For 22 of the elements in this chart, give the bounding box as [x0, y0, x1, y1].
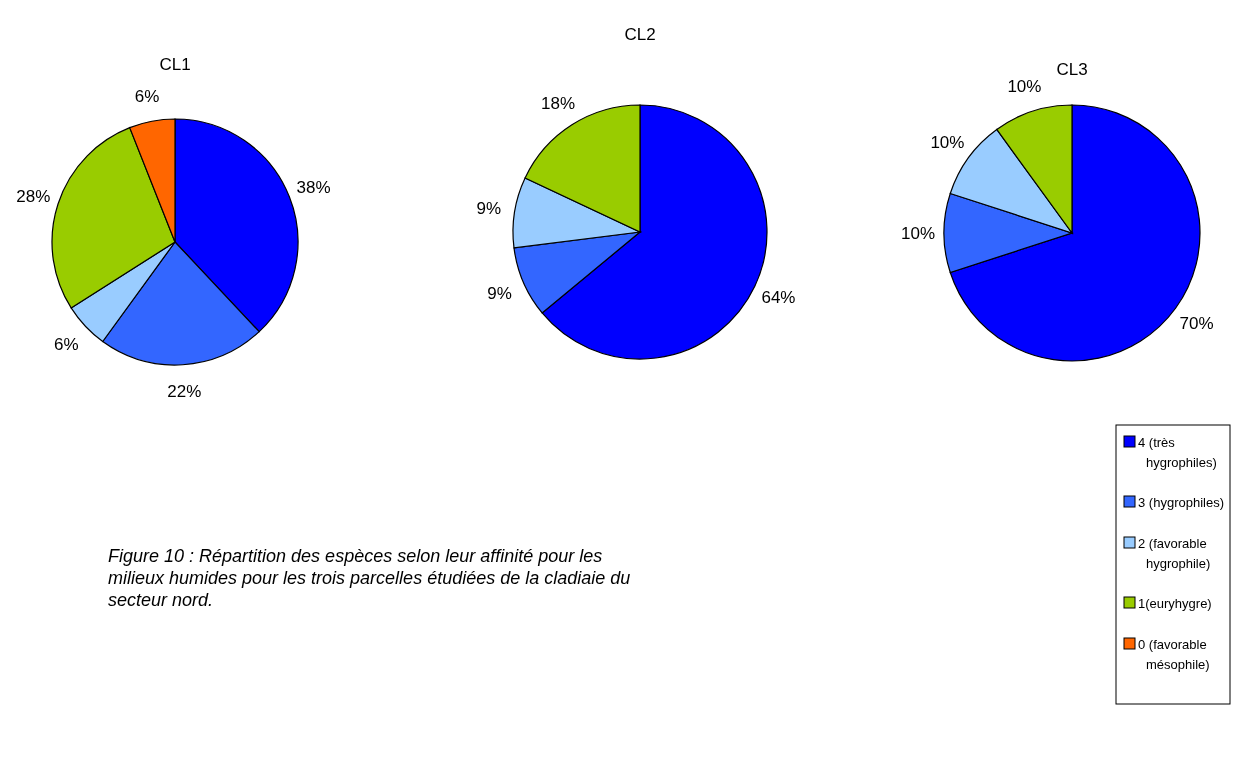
legend-label: 2 (favorable hygrophile)	[1138, 536, 1211, 571]
data-label: 70%	[1179, 314, 1214, 334]
data-label: 9%	[476, 199, 502, 219]
chart-title: CL2	[624, 25, 656, 44]
data-label: 10%	[930, 133, 965, 153]
chart-title: CL1	[159, 55, 191, 74]
legend-label: 1(euryhygre)	[1138, 596, 1212, 611]
data-label: 18%	[541, 93, 576, 113]
data-label: 6%	[134, 86, 160, 106]
legend-label: 4 (très hygrophiles)	[1138, 435, 1217, 470]
caption: Figure 10 : Répartition des espèces selon leur affinité pour les milieux humides pour les trois parcelles étudiées de la cladiaie du secteur nord.	[108, 546, 631, 610]
data-label: 64%	[761, 288, 796, 308]
chart-title: CL3	[1056, 60, 1088, 79]
data-label: 10%	[1007, 77, 1042, 97]
legend-label: 0 (favorable mésophile)	[1138, 637, 1210, 672]
legend-label: 3 (hygrophiles)	[1138, 495, 1224, 510]
data-label: 38%	[296, 178, 331, 198]
data-label: 22%	[167, 381, 202, 401]
data-label: 10%	[900, 223, 936, 243]
data-label: 9%	[487, 283, 512, 303]
data-label: 28%	[16, 186, 51, 206]
data-label: 6%	[54, 334, 79, 354]
